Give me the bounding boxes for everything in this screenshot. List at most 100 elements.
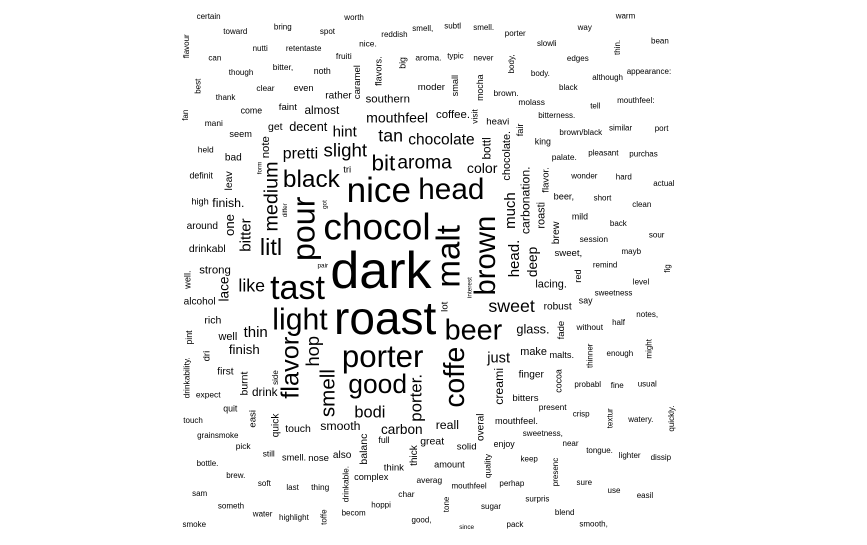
cloud-word: thin. bbox=[613, 40, 622, 55]
cloud-word: red bbox=[573, 269, 583, 282]
cloud-word: presenc bbox=[551, 458, 560, 486]
cloud-word: aroma. bbox=[415, 52, 441, 62]
cloud-word: nice. bbox=[359, 38, 377, 48]
cloud-word: lacing. bbox=[535, 279, 566, 291]
cloud-word: pretti bbox=[283, 145, 318, 162]
cloud-word: fruiti bbox=[336, 51, 352, 61]
cloud-word: becom bbox=[342, 508, 366, 517]
cloud-word: easil bbox=[637, 491, 654, 500]
cloud-word: fig bbox=[663, 264, 672, 272]
cloud-word: without bbox=[576, 322, 604, 332]
cloud-word: bitterness. bbox=[538, 111, 575, 120]
cloud-word: drinkable. bbox=[341, 466, 351, 502]
cloud-word: burnt bbox=[239, 371, 251, 395]
cloud-word: toffe bbox=[320, 509, 329, 525]
cloud-word: first bbox=[217, 367, 233, 378]
cloud-word: body, bbox=[507, 54, 516, 73]
cloud-word: well bbox=[218, 331, 238, 343]
cloud-word: roast bbox=[334, 292, 436, 344]
cloud-word: dissip bbox=[651, 453, 672, 462]
cloud-word: decent bbox=[289, 120, 328, 134]
cloud-word: beer bbox=[445, 314, 503, 346]
cloud-word: faint bbox=[279, 102, 297, 113]
cloud-word: amount bbox=[434, 459, 465, 469]
cloud-word: interest bbox=[466, 277, 473, 298]
cloud-word: black bbox=[283, 166, 341, 193]
cloud-word: quick bbox=[270, 413, 281, 438]
cloud-word: good bbox=[348, 369, 407, 399]
cloud-word: sure bbox=[577, 478, 593, 487]
cloud-word: soft bbox=[258, 479, 272, 488]
cloud-word: well. bbox=[183, 270, 193, 289]
cloud-word: quit bbox=[223, 403, 238, 413]
cloud-word: molass bbox=[518, 97, 545, 107]
cloud-word: strong bbox=[199, 265, 231, 277]
cloud-word: might bbox=[645, 338, 654, 358]
cloud-word: high bbox=[191, 196, 208, 206]
cloud-word: certain bbox=[197, 12, 221, 21]
cloud-word: sour bbox=[649, 231, 665, 240]
cloud-word: full bbox=[378, 435, 389, 445]
cloud-word: one bbox=[222, 214, 237, 236]
cloud-word: complex bbox=[354, 472, 389, 482]
cloud-word: black bbox=[559, 83, 579, 92]
cloud-word: porter bbox=[342, 339, 423, 374]
cloud-word: flavour bbox=[182, 34, 191, 58]
cloud-word: pack bbox=[507, 520, 525, 529]
cloud-word: head bbox=[418, 173, 484, 206]
cloud-word: nutti bbox=[253, 44, 268, 53]
cloud-word: small bbox=[450, 75, 460, 96]
cloud-word: just bbox=[486, 351, 510, 367]
cloud-word: touch bbox=[183, 416, 203, 425]
cloud-word: reall bbox=[436, 418, 459, 432]
cloud-word: fan bbox=[181, 110, 190, 121]
cloud-word: cocoa bbox=[553, 369, 563, 393]
cloud-word: flavors. bbox=[374, 56, 384, 86]
cloud-word: quality bbox=[483, 453, 493, 478]
cloud-word: malt bbox=[431, 225, 468, 287]
cloud-word: medium bbox=[261, 161, 283, 231]
cloud-word: brew bbox=[550, 221, 562, 244]
cloud-word: smoke bbox=[183, 520, 207, 529]
cloud-word: port bbox=[655, 124, 670, 133]
cloud-word: mani bbox=[205, 118, 223, 128]
cloud-word: sugar bbox=[481, 502, 501, 511]
cloud-word: much bbox=[502, 192, 519, 229]
cloud-word: present bbox=[539, 402, 568, 412]
cloud-word: bottl bbox=[479, 137, 493, 159]
cloud-word: short bbox=[594, 194, 613, 203]
cloud-word: sam bbox=[192, 489, 207, 498]
cloud-word: carbon bbox=[381, 422, 423, 437]
cloud-word: surpris bbox=[525, 495, 549, 504]
cloud-word: worth bbox=[343, 13, 364, 22]
cloud-word: fade bbox=[556, 321, 567, 340]
cloud-word: flavor bbox=[277, 336, 305, 399]
cloud-word: still bbox=[263, 449, 275, 459]
cloud-word: back bbox=[610, 219, 628, 228]
cloud-word: get bbox=[268, 121, 283, 133]
cloud-word: rather bbox=[325, 90, 352, 101]
cloud-word: overal bbox=[476, 414, 487, 442]
cloud-word: robust bbox=[544, 301, 572, 312]
cloud-word: crisp bbox=[573, 410, 590, 419]
cloud-word: chocol bbox=[323, 206, 430, 248]
cloud-word: textur bbox=[606, 408, 615, 428]
cloud-word: probabl bbox=[574, 380, 601, 389]
cloud-word: porter. bbox=[406, 374, 425, 422]
cloud-word: pint bbox=[184, 330, 194, 345]
cloud-word: finger bbox=[519, 370, 545, 381]
cloud-word: slight bbox=[324, 140, 368, 161]
cloud-word: heavi bbox=[486, 116, 509, 127]
cloud-word: enough bbox=[607, 349, 634, 358]
cloud-word: southern bbox=[366, 93, 410, 105]
cloud-word: bitter bbox=[237, 218, 254, 251]
cloud-word: alcohol bbox=[184, 296, 216, 307]
cloud-word: king bbox=[535, 137, 551, 147]
cloud-word: note bbox=[260, 136, 272, 158]
cloud-word: blend bbox=[555, 508, 575, 517]
cloud-word: averag bbox=[417, 475, 443, 485]
cloud-word: litl bbox=[260, 234, 282, 260]
cloud-word: although bbox=[592, 73, 623, 82]
cloud-word: beer, bbox=[554, 192, 574, 202]
cloud-word: nose bbox=[308, 453, 329, 464]
